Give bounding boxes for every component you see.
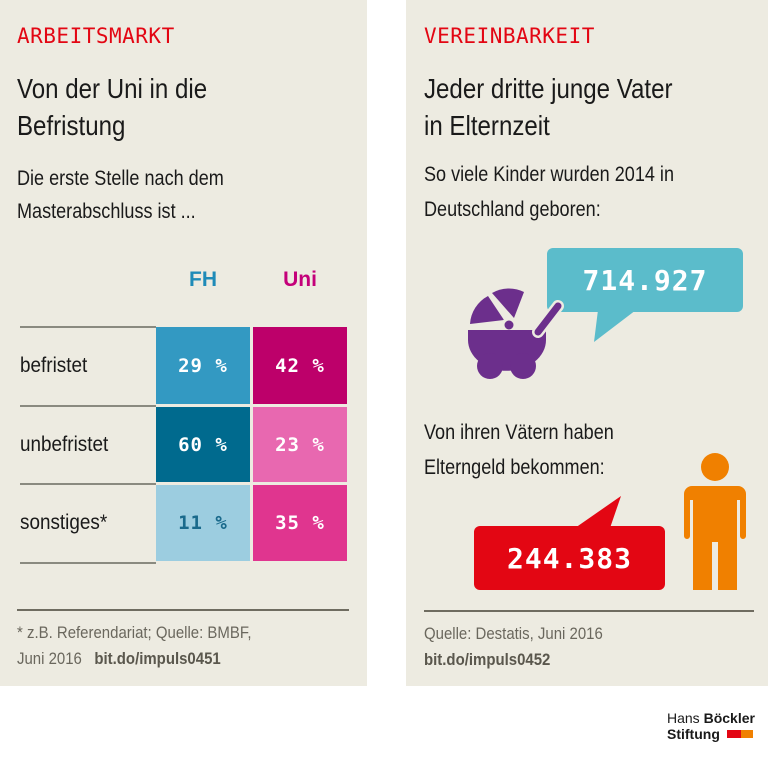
fathers-line1: Von ihren Vätern haben: [424, 421, 614, 444]
headline-line2: in Elternzeit: [424, 110, 550, 141]
subline-line2: Masterabschluss ist ...: [17, 200, 196, 223]
logo-word-stiftung: Stiftung: [667, 726, 720, 742]
footer-divider: [17, 609, 349, 611]
person-icon: [684, 453, 746, 590]
fathers-line2: Elterngeld bekommen:: [424, 456, 605, 479]
cell-uni-sonstiges: 35 %: [253, 485, 347, 561]
source-text: Quelle: Destatis, Juni 2016: [424, 624, 603, 643]
source-link[interactable]: bit.do/impuls0452: [424, 650, 551, 669]
births-value: 714.927: [582, 263, 708, 297]
row-divider: [20, 562, 156, 564]
footnote-link[interactable]: bit.do/impuls0451: [94, 649, 221, 668]
subline-line1: So viele Kinder wurden 2014 in: [424, 163, 675, 186]
fathers-value: 244.383: [506, 541, 632, 575]
row-divider: [20, 326, 156, 328]
headline-line1: Von der Uni in die: [17, 73, 208, 104]
logo-word-hans: Hans: [667, 710, 700, 726]
hans-boeckler-logo: Hans Böckler Stiftung: [667, 710, 755, 742]
logo-red-bar: [726, 730, 741, 739]
logo-word-boeckler: Böckler: [703, 710, 755, 726]
cell-fh-sonstiges: 11 %: [156, 485, 250, 561]
column-header-uni: Uni: [283, 268, 317, 291]
footer-divider: [424, 610, 754, 612]
source-link-wrap: bit.do/impuls0452: [424, 647, 550, 673]
row-label-unbefristet: unbefristet: [20, 433, 109, 456]
row-label-sonstiges: sonstiges*: [20, 511, 108, 534]
cell-fh-unbefristet: 60 %: [156, 407, 250, 482]
section-kicker-vereinbarkeit: VEREINBARKEIT: [424, 24, 595, 48]
row-divider: [20, 405, 156, 407]
headline-line2: Befristung: [17, 110, 126, 141]
cell-fh-befristet: 29 %: [156, 327, 250, 404]
logo-orange-bar: [740, 730, 753, 739]
column-header-fh: FH: [189, 268, 217, 291]
headline-line1: Jeder dritte junge Vater: [424, 73, 673, 104]
row-label-befristet: befristet: [20, 354, 88, 377]
stroller-icon: [468, 288, 564, 379]
subline-line2: Deutschland geboren:: [424, 198, 601, 221]
footnote-line2: Juni 2016 bit.do/impuls0451: [17, 646, 221, 672]
footnote-source: * z.B. Referendariat; Quelle: BMBF,: [17, 623, 252, 642]
cell-uni-unbefristet: 23 %: [253, 407, 347, 482]
cell-uni-befristet: 42 %: [253, 327, 347, 404]
row-divider: [20, 483, 156, 485]
subline-line1: Die erste Stelle nach dem: [17, 167, 224, 190]
section-kicker-arbeitsmarkt: ARBEITSMARKT: [17, 24, 175, 48]
footnote-date: Juni 2016: [17, 649, 82, 668]
